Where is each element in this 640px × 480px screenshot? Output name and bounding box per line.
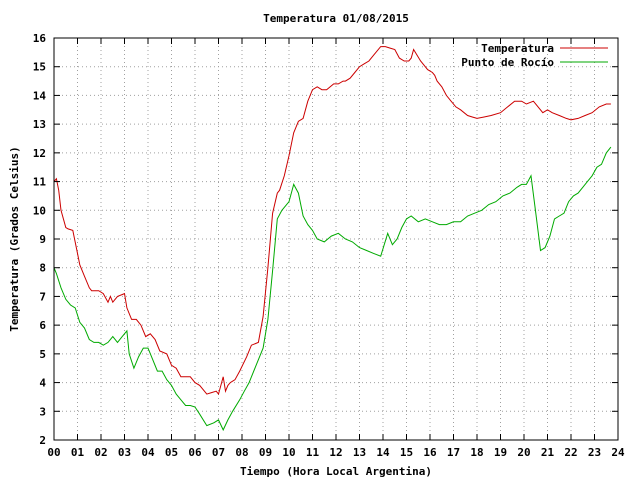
x-tick-label: 07: [212, 446, 225, 459]
y-tick-label: 9: [39, 233, 46, 246]
series-line-punto-de-rocio: [53, 146, 612, 432]
y-tick-label: 14: [33, 89, 47, 102]
x-tick-label: 02: [94, 446, 107, 459]
x-tick-label: 22: [564, 446, 577, 459]
chart-title: Temperatura 01/08/2015: [263, 12, 409, 25]
y-tick-label: 7: [39, 290, 46, 303]
x-tick-label: 17: [447, 446, 460, 459]
x-tick-label: 15: [400, 446, 413, 459]
x-tick-label: 10: [282, 446, 295, 459]
y-tick-label: 16: [33, 32, 47, 45]
x-tick-label: 16: [423, 446, 437, 459]
y-tick-label: 5: [39, 348, 46, 361]
x-tick-label: 12: [329, 446, 342, 459]
x-tick-label: 13: [353, 446, 366, 459]
ticks: 00 01 02 03 04 05 06 07 08 09 10 11 12 13 14 15 16 17 18 19…: [33, 32, 625, 459]
x-tick-label: 19: [494, 446, 507, 459]
series-line-temperatura: [53, 46, 611, 396]
y-tick-label: 12: [33, 147, 46, 160]
x-tick-label: 01: [71, 446, 85, 459]
x-tick-label: 09: [259, 446, 272, 459]
y-tick-label: 8: [39, 262, 46, 275]
legend-label-punto-de-rocio: Punto de Rocío: [461, 56, 554, 69]
y-tick-label: 10: [33, 204, 46, 217]
x-tick-label: 23: [588, 446, 601, 459]
y-axis-title: Temperatura (Grados Celsius): [8, 146, 21, 331]
x-tick-label: 14: [376, 446, 390, 459]
y-tick-label: 13: [33, 118, 46, 131]
grid: [54, 38, 618, 440]
x-tick-label: 08: [235, 446, 248, 459]
x-tick-label: 03: [118, 446, 131, 459]
x-tick-label: 04: [141, 446, 155, 459]
legend-label-temperatura: Temperatura: [481, 42, 554, 55]
y-tick-label: 3: [39, 405, 46, 418]
y-tick-label: 6: [39, 319, 46, 332]
legend: Temperatura Punto de Rocío: [461, 42, 608, 69]
x-tick-label: 18: [470, 446, 483, 459]
x-tick-label: 21: [541, 446, 555, 459]
x-tick-label: 11: [306, 446, 320, 459]
y-tick-label: 11: [33, 176, 47, 189]
x-tick-label: 05: [165, 446, 178, 459]
x-tick-label: 00: [47, 446, 60, 459]
series-layer: [53, 46, 612, 432]
x-tick-label: 06: [188, 446, 202, 459]
y-tick-label: 4: [39, 377, 46, 390]
x-tick-label: 20: [517, 446, 530, 459]
x-tick-label: 24: [611, 446, 625, 459]
x-axis-title: Tiempo (Hora Local Argentina): [240, 465, 432, 478]
y-tick-label: 15: [33, 61, 46, 74]
y-tick-label: 2: [39, 434, 46, 447]
